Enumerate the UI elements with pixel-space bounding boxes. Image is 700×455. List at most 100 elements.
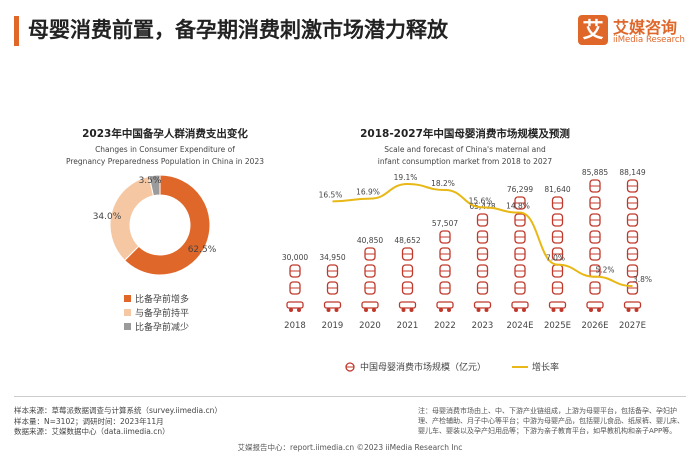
baby-item-icon xyxy=(289,281,301,295)
baby-item-icon xyxy=(626,213,639,227)
sample-line: 样本量：N=3102；调研时间：2023年11月 xyxy=(14,417,222,428)
source-label: 样本来源： xyxy=(14,406,52,415)
donut-slice-increase xyxy=(123,174,211,276)
baby-item-icon xyxy=(551,230,564,244)
logo-mark: 艾 xyxy=(578,15,608,45)
footer-divider xyxy=(14,396,686,397)
donut-legend-label-increase: 比备孕前增多 xyxy=(135,295,190,305)
x-tick-label: 2021 xyxy=(397,321,419,331)
market-bar-2021 xyxy=(398,247,417,312)
data-source-line: 数据来源：艾媒数据中心（data.iimedia.cn） xyxy=(14,427,222,438)
baby-item-icon xyxy=(623,301,642,312)
baby-item-icon xyxy=(364,264,376,278)
baby-item-icon xyxy=(436,301,454,312)
note-line-1: 注：母婴消费市场由上、中、下游产业链组成，上游为母婴平台，包括备孕、孕妇护 xyxy=(418,407,677,415)
baby-item-icon xyxy=(326,281,339,295)
baby-item-icon xyxy=(326,264,339,278)
source-line: 样本来源：草莓派数据调查与计算系统（survey.iimedia.cn） xyxy=(14,406,222,417)
growth-rate-label: 15.6% xyxy=(469,196,493,205)
donut-subtitle-line-2: Pregnancy Preparedness Population in Chi… xyxy=(66,157,264,166)
market-value-label: 76,299 xyxy=(507,185,533,194)
donut-value-label-decrease: 3.5% xyxy=(139,176,162,186)
legend-swatch-decrease xyxy=(124,323,131,330)
baby-item-icon xyxy=(398,301,417,312)
market-bar-2026E xyxy=(586,179,604,312)
baby-item-icon xyxy=(361,301,379,312)
baby-item-icon xyxy=(439,247,451,261)
baby-item-icon xyxy=(476,230,489,244)
market-bar-2027E xyxy=(623,179,642,312)
legend-bar-icon xyxy=(345,362,355,372)
donut-legend-item-decrease: 比备孕前减少 xyxy=(124,320,189,333)
note-line-2: 理、产检辅助、月子中心等平台；中游为母婴产品，包括婴儿食品、纸尿裤、婴儿床、 xyxy=(418,417,684,425)
donut-chart: 62.5% 34.0% 3.5% xyxy=(93,174,217,276)
footer-sources: 样本来源：草莓派数据调查与计算系统（survey.iimedia.cn） 样本量… xyxy=(14,406,222,438)
page-title: 母婴消费前置，备孕期消费刺激市场潜力释放 xyxy=(28,18,448,42)
x-tick-label: 2018 xyxy=(284,321,306,331)
baby-item-icon xyxy=(439,264,451,278)
baby-item-icon xyxy=(364,247,376,261)
donut-value-label-increase: 62.5% xyxy=(188,245,217,255)
market-bar-2024E xyxy=(511,196,529,312)
baby-item-icon xyxy=(551,196,564,210)
market-chart-title: 2018-2027年中国母婴消费市场规模及预测 xyxy=(360,128,570,140)
x-tick-label: 2024E xyxy=(506,321,533,331)
baby-item-icon xyxy=(514,247,526,261)
baby-item-icon xyxy=(473,301,492,312)
market-value-label: 57,507 xyxy=(432,219,458,228)
baby-item-icon xyxy=(626,179,639,193)
baby-item-icon xyxy=(476,247,489,261)
baby-item-icon xyxy=(476,264,489,278)
baby-item-icon xyxy=(626,230,639,244)
baby-item-icon xyxy=(586,301,604,312)
market-subtitle-line-1: Scale and forecast of China's maternal a… xyxy=(384,145,546,154)
x-tick-label: 2027E xyxy=(619,321,646,331)
market-value-label: 30,000 xyxy=(282,253,308,262)
logo-text-cn: 艾媒咨询 xyxy=(613,18,678,37)
baby-item-icon xyxy=(476,213,489,227)
note-line-3: 婴儿车、婴装以及孕产妇用品等；下游为亲子教育平台，如早教机构和亲子APP等。 xyxy=(418,427,677,435)
baby-item-icon xyxy=(589,230,601,244)
x-tick-label: 2022 xyxy=(434,321,456,331)
baby-item-icon xyxy=(626,196,639,210)
x-tick-label: 2020 xyxy=(359,321,381,331)
market-value-label: 81,640 xyxy=(544,185,570,194)
market-value-label: 48,652 xyxy=(394,236,420,245)
legend-swatch-flat xyxy=(124,309,131,316)
baby-item-icon xyxy=(589,247,601,261)
market-bar-2022 xyxy=(436,230,454,312)
baby-item-icon xyxy=(439,281,451,295)
growth-rate-label: 7.0% xyxy=(546,254,565,263)
source-value: 草莓派数据调查与计算系统（survey.iimedia.cn） xyxy=(51,406,222,415)
sample-label: 样本量： xyxy=(14,416,44,426)
growth-rate-label: 19.1% xyxy=(394,173,418,182)
market-value-label: 88,149 xyxy=(619,168,645,177)
donut-legend-label-decrease: 比备孕前减少 xyxy=(135,323,190,333)
title-accent-bar xyxy=(14,16,19,46)
legend-label-market-size: 中国母婴消费市场规模（亿元） xyxy=(360,361,486,373)
donut-chart-subtitle: Changes in Consumer Expenditure of Pregn… xyxy=(40,144,290,168)
market-bar-2020 xyxy=(361,247,379,312)
market-bar-2019 xyxy=(323,264,342,312)
market-legend: 中国母婴消费市场规模（亿元） 增长率 xyxy=(345,361,559,373)
x-tick-label: 2023 xyxy=(472,321,494,331)
baby-item-icon xyxy=(626,281,639,295)
market-chart-subtitle: Scale and forecast of China's maternal a… xyxy=(310,144,620,168)
x-tick-label: 2019 xyxy=(322,321,344,331)
x-tick-label: 2026E xyxy=(581,321,608,331)
growth-rate-label: 18.2% xyxy=(431,179,455,188)
donut-slice-decrease xyxy=(148,174,161,197)
market-value-label: 85,885 xyxy=(582,168,608,177)
growth-rate-line xyxy=(332,182,633,287)
market-bar-2023 xyxy=(473,213,492,312)
legend-label-growth-rate: 增长率 xyxy=(532,361,559,373)
baby-item-icon xyxy=(364,281,376,295)
baby-item-icon xyxy=(286,301,304,312)
baby-item-icon xyxy=(439,230,451,244)
baby-item-icon xyxy=(514,281,526,295)
market-bar-2018 xyxy=(286,264,304,312)
baby-item-icon xyxy=(589,196,601,210)
x-tick-label: 2025E xyxy=(544,321,571,331)
baby-item-icon xyxy=(511,301,529,312)
logo-text-en: iiMedia Research xyxy=(613,35,685,45)
